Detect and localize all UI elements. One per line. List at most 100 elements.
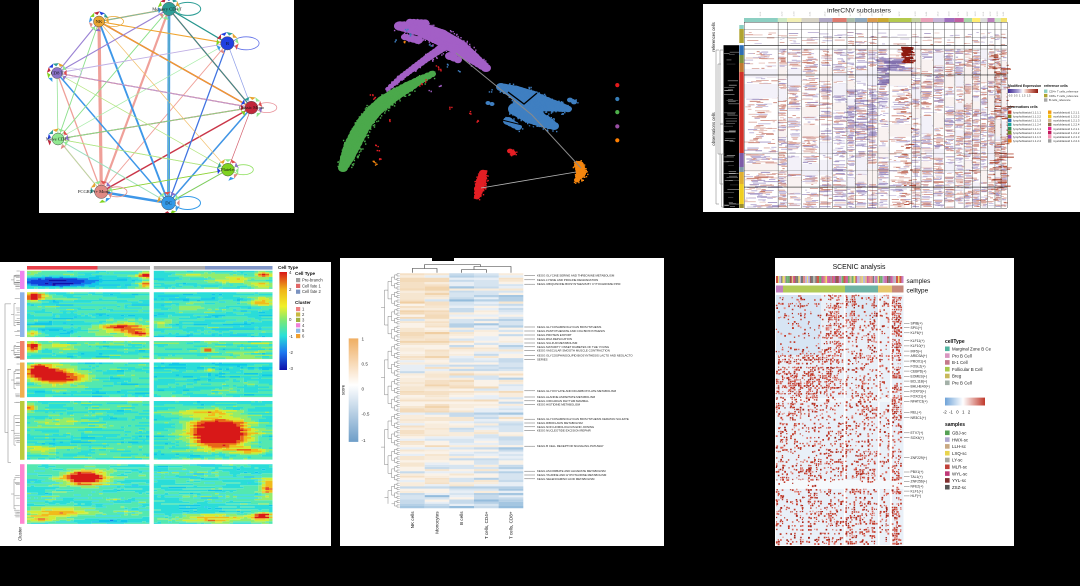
svg-text:Breg: Breg [952,374,962,379]
svg-text:KEGG GLYCOSPHINGOLIPID BIOSYNT: KEGG GLYCOSPHINGOLIPID BIOSYNTHESIS LACT… [537,354,633,358]
svg-text:GBJ-sc: GBJ-sc [952,431,967,436]
svg-text:1.2.2: 1.2.2 [782,11,784,17]
svg-text:KEGG ASCORBATE AND ALDARATE ME: KEGG ASCORBATE AND ALDARATE METABOLISM [537,469,606,473]
svg-text:Pre B Cell: Pre B Cell [952,381,972,386]
svg-text:Memory CD4 T: Memory CD4 T [152,6,182,11]
svg-text:NR3C1(+): NR3C1(+) [911,416,926,420]
svg-text:2: 2 [289,287,292,292]
svg-text:observations cells: observations cells [1008,105,1038,109]
svg-text:1.4.1: 1.4.1 [926,11,928,17]
svg-text:BHLHE40(+): BHLHE40(+) [911,385,930,389]
svg-text:1.4.1: 1.4.1 [1003,11,1005,17]
svg-text:inferCNV subclusters: inferCNV subclusters [827,8,891,15]
svg-text:observations cells: observations cells [711,112,716,145]
svg-text:KEGG PROTEIN EXPORT: KEGG PROTEIN EXPORT [537,333,572,337]
svg-text:Cell fate 2: Cell fate 2 [302,289,322,294]
svg-text:myeloblastoid 1.2.1.3: myeloblastoid 1.2.1.3 [1053,135,1080,139]
svg-text:SCENIC analysis: SCENIC analysis [833,264,886,271]
svg-text:KEGG HISTIDINE METABOLISM: KEGG HISTIDINE METABOLISM [537,403,581,407]
svg-text:lymphoblastoid 1.1.2.2: lymphoblastoid 1.1.2.2 [1013,115,1041,119]
svg-text:myeloblastoid 1.2.2.2: myeloblastoid 1.2.2.2 [1053,131,1080,135]
svg-text:lymphoblastoid 1.1.2.4: lymphoblastoid 1.1.2.4 [1013,139,1041,143]
svg-text:1.7.1: 1.7.1 [850,11,852,17]
svg-text:FOSL2(+): FOSL2(+) [911,365,926,369]
svg-text:Monocytes: Monocytes [435,511,440,534]
svg-text:celltype: celltype [907,288,929,295]
svg-text:1.5.2: 1.5.2 [938,11,940,17]
svg-text:1.8.2: 1.8.2 [967,11,969,17]
svg-text:HWX-sc: HWX-sc [952,437,969,442]
svg-text:CD8+ T cells_reference: CD8+ T cells_reference [1049,94,1079,98]
svg-text:references cells: references cells [711,22,716,51]
svg-text:KEGG RNA REPLICATION: KEGG RNA REPLICATION [537,337,572,341]
svg-text:1.3.3: 1.3.3 [915,11,917,17]
svg-text:KEGG RIBOFLAVIN METABOLISM: KEGG RIBOFLAVIN METABOLISM [537,421,583,425]
svg-text:Pro B Cell: Pro B Cell [952,353,972,358]
svg-text:1.2.2: 1.2.2 [990,11,992,17]
svg-text:B: B [226,41,229,46]
svg-text:ZSZ-sc: ZSZ-sc [952,485,967,490]
svg-text:KLF11(+): KLF11(+) [911,339,925,343]
svg-text:1.1.1: 1.1.1 [882,11,884,17]
svg-text:Follicular B Cell: Follicular B Cell [952,367,983,372]
svg-text:KEGG VASCULAR SMOOTH MUSCLE CO: KEGG VASCULAR SMOOTH MUSCLE CONTRACTION [537,349,610,353]
svg-text:Classic Mono: Classic Mono [239,105,265,110]
svg-text:myeloblastoid 1.2.1.1: myeloblastoid 1.2.1.1 [1053,110,1080,114]
svg-text:Modified Expression: Modified Expression [1008,84,1041,88]
svg-text:ZNF256(+): ZNF256(+) [911,480,928,484]
svg-text:1.6.3: 1.6.3 [949,11,951,17]
svg-text:1.1.1: 1.1.1 [760,11,762,17]
svg-text:Cluster: Cluster [295,300,311,305]
svg-text:1: 1 [302,307,305,312]
svg-text:myeloblastoid 1.2.2.4: myeloblastoid 1.2.2.4 [1053,139,1080,143]
svg-text:Pre-branch: Pre-branch [302,278,323,283]
svg-text:KEGG LYSINE AND PROLINE DEGRAD: KEGG LYSINE AND PROLINE DEGRADATION [537,278,598,282]
svg-text:0.5: 0.5 [362,362,369,367]
svg-text:4: 4 [289,270,292,275]
svg-text:SERIES: SERIES [537,358,548,362]
svg-text:1.2.2: 1.2.2 [899,11,901,17]
svg-text:1.3.3: 1.3.3 [793,11,795,17]
svg-text:DC: DC [165,201,171,206]
svg-text:ZNF229(+): ZNF229(+) [911,456,928,460]
svg-text:1.3.3: 1.3.3 [997,11,999,17]
svg-text:KLF10(+): KLF10(+) [911,344,925,348]
svg-text:IRF5(+): IRF5(+) [911,349,923,353]
svg-text:lymphoblastoid 1.1.1.3: lymphoblastoid 1.1.1.3 [1013,119,1041,123]
svg-text:reference cells: reference cells [1044,84,1068,88]
svg-text:5: 5 [302,328,305,333]
svg-text:-1: -1 [289,334,293,339]
svg-text:NFE2(+): NFE2(+) [911,485,924,489]
svg-text:SPI1(+): SPI1(+) [911,326,923,330]
svg-text:Naive CD4 T: Naive CD4 T [46,136,71,141]
svg-text:KEGG GLYCOSAMINOGLYCAN BIOSYNT: KEGG GLYCOSAMINOGLYCAN BIOSYNTHESIS [537,325,601,329]
svg-text:1.7.1: 1.7.1 [958,11,960,17]
svg-text:1.6.3: 1.6.3 [839,11,841,17]
svg-text:CD4+ T cells_reference: CD4+ T cells_reference [1049,89,1079,93]
svg-text:B cells: B cells [459,511,464,525]
svg-text:KLF6(+): KLF6(+) [911,331,923,335]
svg-text:LXQ-sc: LXQ-sc [952,451,967,456]
svg-text:samples: samples [945,422,965,428]
svg-text:REL(+): REL(+) [911,411,922,415]
svg-text:PROX1(+): PROX1(+) [911,359,927,363]
svg-text:CD8 T: CD8 T [51,70,64,75]
svg-text:-0.5 0.5 1 1.5 1.5: -0.5 0.5 1 1.5 1.5 [1008,94,1031,98]
svg-text:1.4.1: 1.4.1 [809,11,811,17]
svg-text:-3: -3 [289,366,293,371]
svg-text:0: 0 [289,317,292,322]
svg-text:Marginal Zone B Ce: Marginal Zone B Ce [952,347,992,352]
svg-text:B-1 Cell: B-1 Cell [952,360,968,365]
svg-text:lymphoblastoid 1.1.2.2: lymphoblastoid 1.1.2.2 [1013,131,1041,135]
svg-text:YYL-sc: YYL-sc [952,478,967,483]
svg-text:3: 3 [302,317,305,322]
svg-text:ETV7(+): ETV7(+) [911,431,924,435]
svg-text:WYL-sc: WYL-sc [952,471,968,476]
svg-text:KEGG PANTOTHENATE AND COA BIOS: KEGG PANTOTHENATE AND COA BIOSYNTHESIS [537,329,605,333]
svg-text:myeloblastoid 1.2.2.4: myeloblastoid 1.2.2.4 [1053,123,1080,127]
svg-text:PBX1(+): PBX1(+) [911,470,924,474]
svg-text:FCGR3A+ Mono: FCGR3A+ Mono [78,189,111,194]
svg-text:Cell Type: Cell Type [295,271,316,276]
svg-text:Cluster: Cluster [18,527,23,541]
svg-text:TAL1(+): TAL1(+) [911,475,923,479]
